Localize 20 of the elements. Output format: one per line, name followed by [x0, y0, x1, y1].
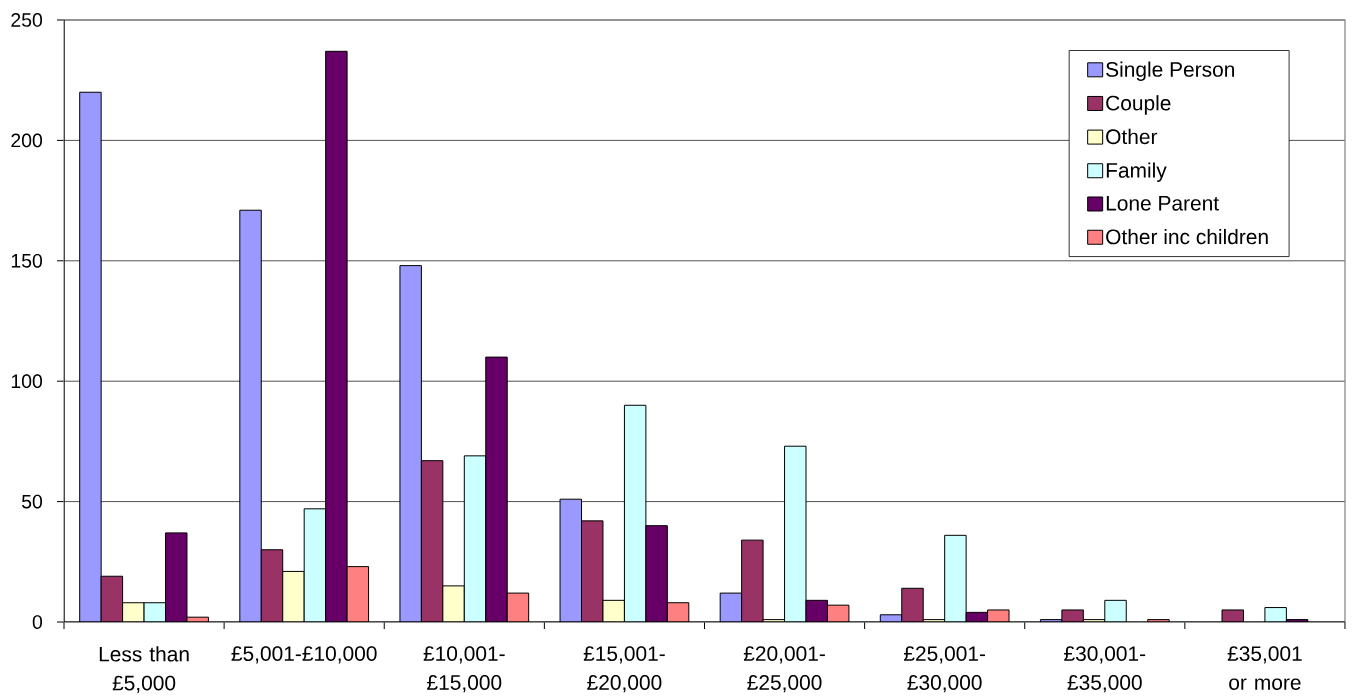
x-tick-label: £30,001-£35,000 — [1064, 646, 1146, 693]
y-tick-label: 100 — [11, 374, 43, 389]
x-tick-label: £35,001 or more — [1227, 646, 1302, 690]
x-tick-label: £5,001-£10,000 — [231, 646, 377, 664]
legend-label: Family — [1106, 162, 1167, 182]
legend-label: Other inc children — [1106, 228, 1268, 245]
y-tick-label: 200 — [11, 133, 43, 148]
y-tick-label: 250 — [11, 13, 43, 27]
y-tick-label: 0 — [32, 615, 43, 629]
x-tick-label: £15,001-£20,000 — [583, 646, 665, 693]
x-tick-label: £10,001-£15,000 — [423, 646, 505, 693]
y-tick-label: 50 — [21, 494, 43, 509]
legend-label: Single Person — [1106, 61, 1235, 81]
legend-label: Other — [1106, 128, 1158, 145]
x-tick-label: Less than £5,000 — [99, 646, 189, 693]
x-tick-label: £20,001-£25,000 — [743, 646, 825, 693]
y-tick-label: 150 — [11, 253, 43, 268]
legend-label: Couple — [1106, 95, 1171, 115]
legend-label: Lone Parent — [1106, 196, 1219, 211]
x-tick-label: £25,001-£30,000 — [903, 646, 986, 693]
